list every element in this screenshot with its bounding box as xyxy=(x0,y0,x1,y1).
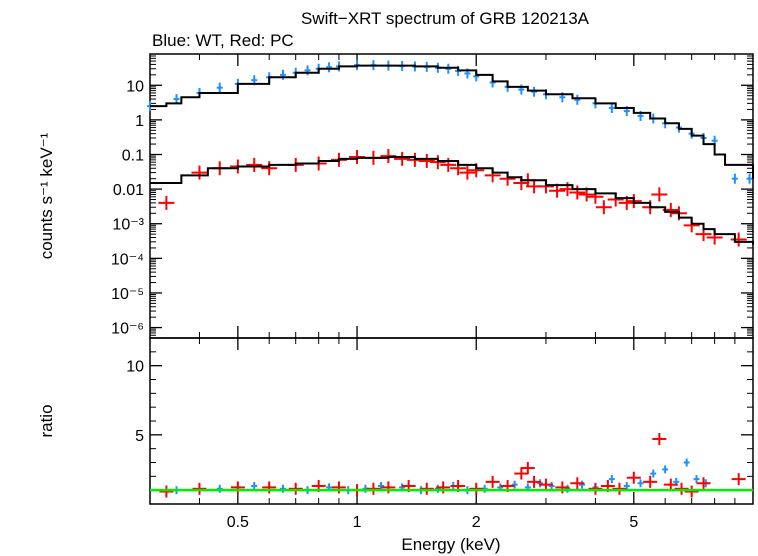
wt-spectrum-point xyxy=(216,82,223,93)
pc-ratio-point xyxy=(381,481,396,494)
pc-spectrum-point xyxy=(158,195,175,210)
pc-ratio-point xyxy=(663,478,678,491)
pc-ratio-point xyxy=(262,481,277,494)
pc-ratio-point xyxy=(643,475,658,488)
pc-ratio-point xyxy=(588,482,603,495)
y-tick-label: 1 xyxy=(135,113,144,130)
wt-ratio-point xyxy=(279,484,286,493)
pc-spectrum-point xyxy=(406,152,423,167)
pc-ratio-point xyxy=(652,432,667,445)
ratio-y-tick-label: 10 xyxy=(126,359,144,376)
y-tick-label: 0.1 xyxy=(122,147,144,164)
pc-ratio-point xyxy=(674,482,689,495)
y-tick-label: 10 xyxy=(126,78,144,95)
ratio-panel-frame xyxy=(149,337,754,505)
wt-ratio-point xyxy=(564,484,571,493)
wt-ratio-point xyxy=(683,458,690,467)
wt-ratio-point xyxy=(378,482,385,491)
y-tick-label: 10⁻⁶ xyxy=(111,321,144,338)
y-tick-label: 10⁻⁵ xyxy=(111,286,144,303)
wt-model-line xyxy=(150,64,754,179)
pc-ratio-point xyxy=(366,482,381,495)
pc-ratio-point xyxy=(696,477,711,490)
wt-ratio-point xyxy=(693,475,700,484)
pc-spectrum-point xyxy=(261,161,278,176)
wt-ratio-point xyxy=(650,469,657,478)
pc-ratio-point xyxy=(514,467,529,480)
pc-ratio-point xyxy=(731,473,746,486)
wt-ratio-point xyxy=(434,484,441,493)
x-tick-label: 5 xyxy=(629,514,638,531)
wt-spectrum-point xyxy=(574,94,581,105)
pc-ratio-point xyxy=(520,462,535,475)
pc-spectrum-point xyxy=(394,151,411,166)
wt-ratio-point xyxy=(537,479,544,488)
pc-spectrum-point xyxy=(595,200,612,215)
pc-ratio-point xyxy=(159,485,174,498)
pc-ratio-point xyxy=(192,482,207,495)
pc-spectrum-point xyxy=(569,185,586,200)
pc-ratio-point xyxy=(570,477,585,490)
pc-spectrum-point xyxy=(429,155,446,170)
wt-ratio-point xyxy=(662,465,669,474)
wt-ratio-point xyxy=(579,480,586,489)
y-tick-label: 0.01 xyxy=(113,182,144,199)
wt-ratio-point xyxy=(216,484,223,493)
wt-ratio-point xyxy=(251,482,258,491)
y-tick-label: 10⁻³ xyxy=(112,217,144,234)
pc-spectrum-point xyxy=(730,232,747,247)
x-axis-label: Energy (keV) xyxy=(401,535,500,554)
pc-ratio-point xyxy=(538,478,553,491)
x-tick-label: 1 xyxy=(353,514,362,531)
pc-ratio-point xyxy=(331,481,346,494)
ratio-ylabel: ratio xyxy=(37,404,56,437)
pc-ratio-point xyxy=(419,482,434,495)
y-tick-label: 10⁻⁴ xyxy=(111,251,144,268)
pc-ratio-point xyxy=(485,475,500,488)
pc-ratio-point xyxy=(288,482,303,495)
spectrum-ylabel: counts s⁻¹ keV⁻¹ xyxy=(37,132,56,259)
wt-spectrum-point xyxy=(279,69,286,80)
pc-ratio-point xyxy=(612,482,627,495)
wt-spectrum-point xyxy=(531,86,538,97)
wt-ratio-point xyxy=(511,480,518,489)
chart-title: Swift−XRT spectrum of GRB 120213A xyxy=(301,9,590,28)
pc-model-line xyxy=(150,155,754,245)
x-tick-label: 2 xyxy=(472,514,481,531)
pc-spectrum-point xyxy=(246,157,263,172)
wt-ratio-point xyxy=(623,482,630,491)
pc-ratio-point xyxy=(527,475,542,488)
ratio-y-tick-label: 5 xyxy=(135,428,144,445)
pc-spectrum-point xyxy=(191,165,208,180)
wt-ratio-point xyxy=(608,475,615,484)
x-tick-label: 0.5 xyxy=(227,514,249,531)
pc-spectrum-point xyxy=(459,165,476,180)
wt-spectrum-point xyxy=(304,65,311,76)
wt-spectrum-point xyxy=(608,103,615,114)
pc-spectrum-point xyxy=(418,153,435,168)
wt-ratio-point xyxy=(548,482,555,491)
wt-spectrum-point xyxy=(326,62,333,73)
pc-spectrum-point xyxy=(651,187,668,202)
pc-ratio-point xyxy=(626,471,641,484)
wt-spectrum-point xyxy=(746,173,753,184)
pc-ratio-point xyxy=(684,485,699,498)
pc-ratio-point xyxy=(230,481,245,494)
spectrum-panel-frame xyxy=(149,53,754,339)
chart-subtitle: Blue: WT, Red: PC xyxy=(152,31,294,50)
pc-ratio-point xyxy=(469,482,484,495)
wt-spectrum-point xyxy=(731,173,738,184)
wt-ratio-point xyxy=(637,479,644,488)
